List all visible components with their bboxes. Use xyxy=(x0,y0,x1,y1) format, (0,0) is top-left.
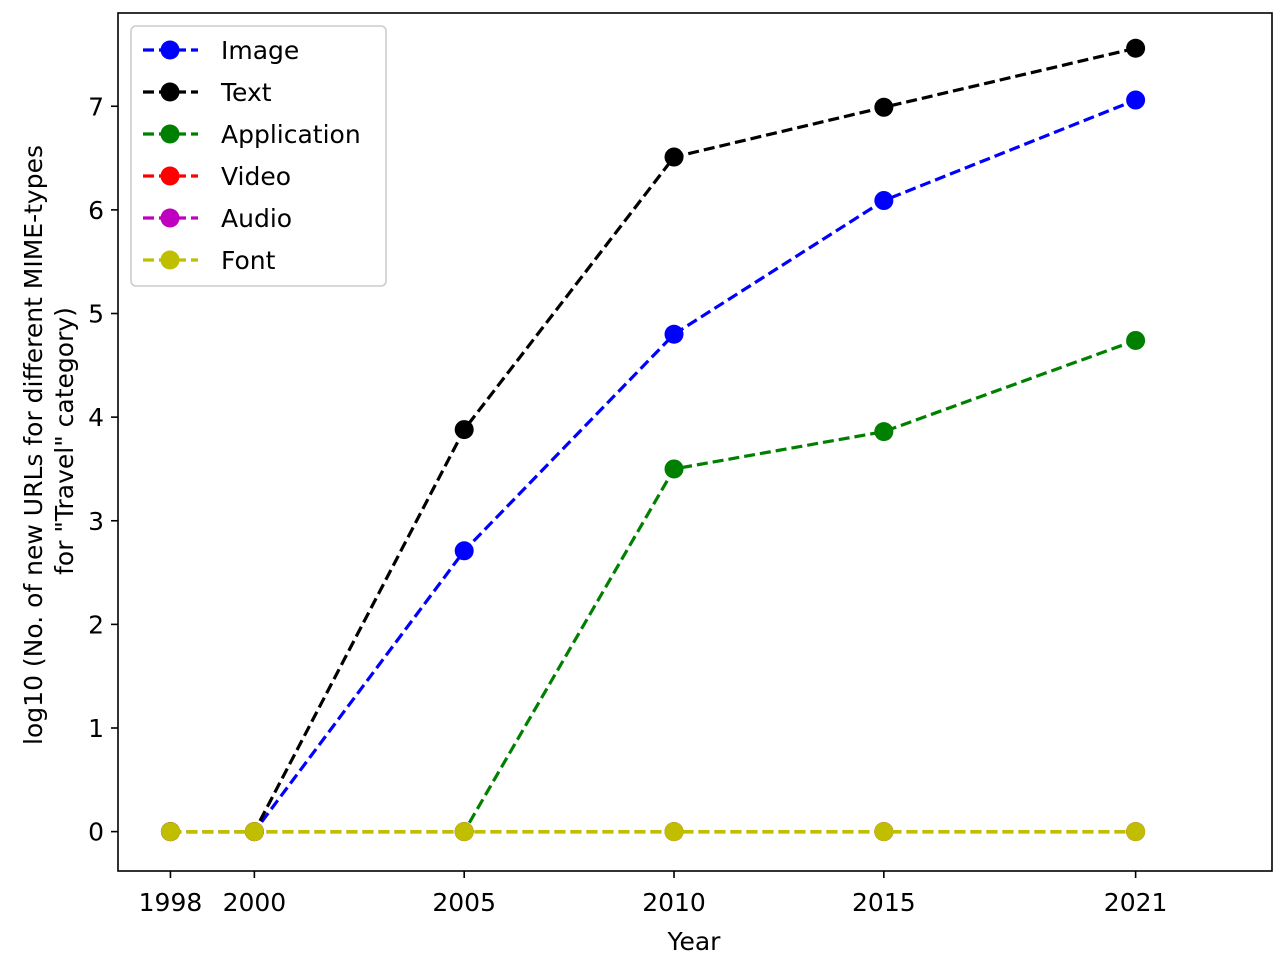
x-tick-label: 2000 xyxy=(223,888,287,917)
legend-label-image: Image xyxy=(221,36,299,65)
legend-marker-video xyxy=(160,166,180,186)
y-axis-label-line-1: log10 (No. of new URLs for different MIM… xyxy=(19,145,48,745)
x-tick-label: 2015 xyxy=(852,888,916,917)
data-point-application xyxy=(874,422,894,442)
data-point-font xyxy=(664,822,684,842)
y-tick-label: 0 xyxy=(88,818,104,847)
y-tick-label: 4 xyxy=(88,403,104,432)
y-axis-label-line-2: for "Travel" category) xyxy=(50,307,79,575)
data-point-text xyxy=(874,97,894,117)
y-tick-label: 1 xyxy=(88,714,104,743)
legend-marker-application xyxy=(160,124,180,144)
y-tick-label: 6 xyxy=(88,196,104,225)
data-point-application xyxy=(1126,330,1146,350)
legend-label-application: Application xyxy=(221,120,361,149)
y-axis-ticks: 0 1 2 3 4 5 6 7 xyxy=(88,92,118,847)
legend: Image Text Application Video Audio Font xyxy=(130,25,387,287)
legend-marker-text xyxy=(160,82,180,102)
x-tick-label: 2010 xyxy=(642,888,706,917)
plot-area-border xyxy=(117,12,1273,872)
series-layer xyxy=(160,38,1146,842)
y-axis-label: log10 (No. of new URLs for different MIM… xyxy=(19,137,79,745)
data-point-text xyxy=(664,147,684,167)
y-tick-label: 5 xyxy=(88,300,104,329)
legend-label-video: Video xyxy=(221,162,291,191)
data-point-text xyxy=(1126,38,1146,58)
x-axis-label: Year xyxy=(667,927,722,956)
data-point-font xyxy=(874,822,894,842)
legend-item-audio: Audio xyxy=(143,204,292,233)
data-point-font xyxy=(244,822,264,842)
data-point-application xyxy=(664,459,684,479)
data-point-font xyxy=(1126,822,1146,842)
series-font xyxy=(160,822,1146,842)
legend-item-text: Text xyxy=(143,78,272,107)
legend-label-audio: Audio xyxy=(221,204,292,233)
legend-item-font: Font xyxy=(143,246,276,275)
data-point-image xyxy=(454,541,474,561)
legend-marker-audio xyxy=(160,208,180,228)
data-point-image xyxy=(664,324,684,344)
y-tick-label: 7 xyxy=(88,92,104,121)
data-point-image xyxy=(874,191,894,211)
legend-item-video: Video xyxy=(143,162,291,191)
x-tick-label: 2005 xyxy=(432,888,496,917)
data-point-text xyxy=(454,420,474,440)
data-point-image xyxy=(1126,90,1146,110)
legend-label-text: Text xyxy=(220,78,272,107)
data-point-font xyxy=(160,822,180,842)
legend-marker-image xyxy=(160,40,180,60)
series-line-application xyxy=(170,338,1137,834)
legend-marker-font xyxy=(160,250,180,270)
legend-label-font: Font xyxy=(221,246,276,275)
legend-item-image: Image xyxy=(143,36,299,65)
y-tick-label: 3 xyxy=(88,507,104,536)
series-application xyxy=(160,330,1146,842)
y-tick-label: 2 xyxy=(88,610,104,639)
data-point-font xyxy=(454,822,474,842)
x-tick-label: 2021 xyxy=(1104,888,1168,917)
legend-item-application: Application xyxy=(143,120,361,149)
x-axis-ticks: 1998 2000 2005 2010 2015 2021 xyxy=(139,871,1168,917)
x-tick-label: 1998 xyxy=(139,888,203,917)
axes-frame xyxy=(117,12,1273,872)
